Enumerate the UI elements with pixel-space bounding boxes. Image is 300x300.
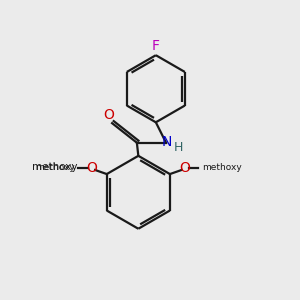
Text: N: N	[161, 135, 172, 149]
Text: O: O	[103, 108, 114, 122]
Text: O: O	[86, 160, 97, 175]
Text: methoxy: methoxy	[35, 163, 75, 172]
Text: H: H	[174, 141, 183, 154]
Text: methoxy: methoxy	[32, 162, 77, 172]
Text: methoxy: methoxy	[202, 163, 242, 172]
Text: F: F	[152, 39, 160, 53]
Text: O: O	[180, 160, 190, 175]
